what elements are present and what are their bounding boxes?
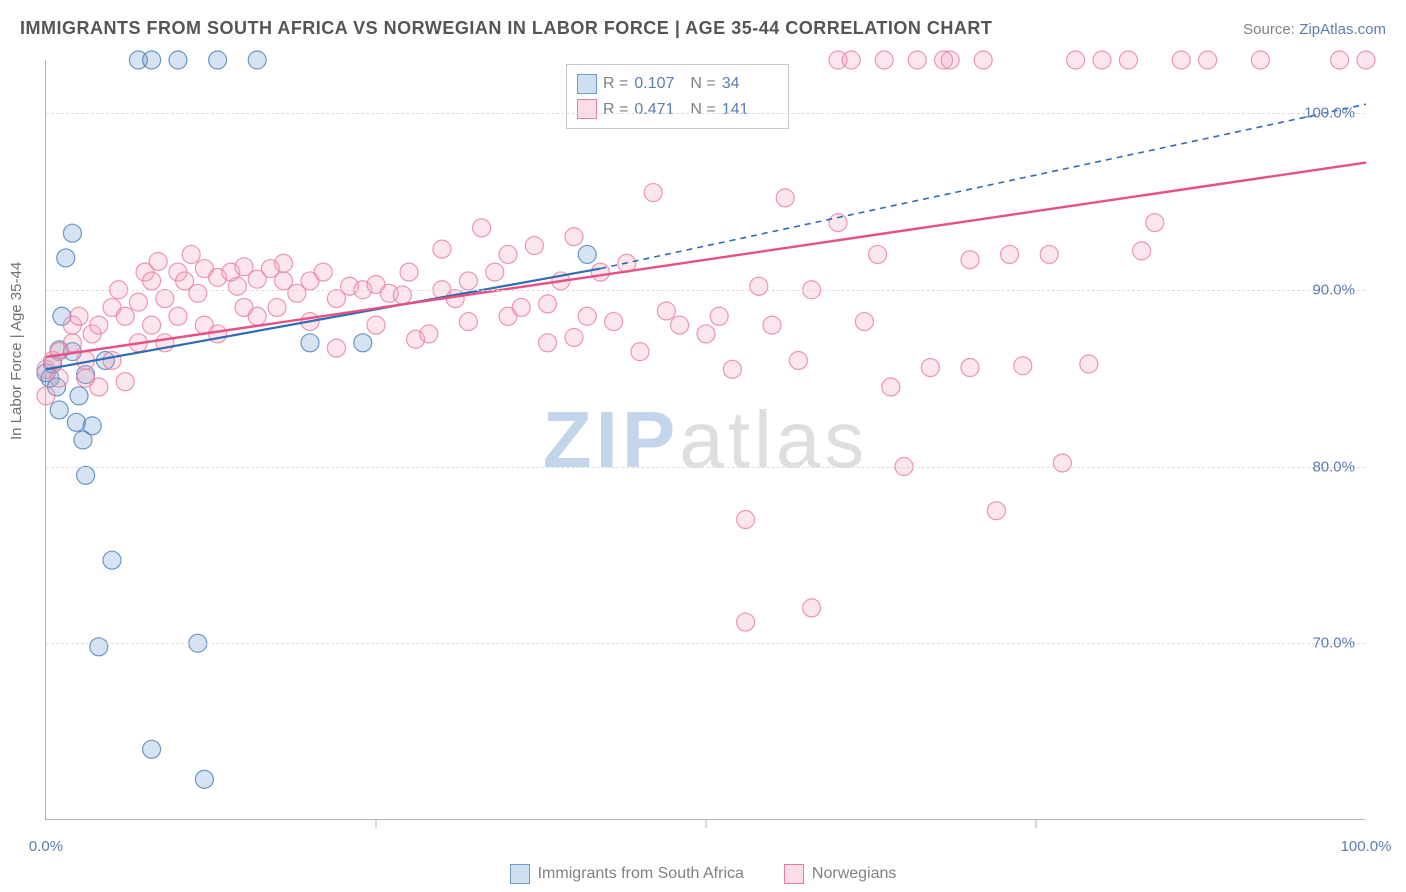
source-link[interactable]: ZipAtlas.com <box>1299 21 1386 38</box>
plot-svg <box>46 60 1365 819</box>
correlation-legend: R = 0.107 N = 34 R = 0.471 N = 141 <box>566 64 789 129</box>
legend-row-1: R = 0.471 N = 141 <box>577 97 772 123</box>
r-val-1: 0.471 <box>634 97 684 123</box>
n-label-0: N = <box>690 71 715 97</box>
legend-row-0: R = 0.107 N = 34 <box>577 71 772 97</box>
bottom-legend-item-0: Immigrants from South Africa <box>510 864 744 884</box>
n-val-0: 34 <box>722 71 772 97</box>
bottom-label-0: Immigrants from South Africa <box>538 865 744 883</box>
plot-area: ZIPatlas R = 0.107 N = 34 R = 0.471 N = … <box>45 60 1365 820</box>
y-axis-label: In Labor Force | Age 35-44 <box>8 262 25 440</box>
y-tick-label: 80.0% <box>1312 458 1355 475</box>
bottom-swatch-1 <box>784 864 804 884</box>
bottom-label-1: Norwegians <box>812 865 896 883</box>
bottom-legend: Immigrants from South Africa Norwegians <box>0 864 1406 884</box>
y-tick-label: 90.0% <box>1312 281 1355 298</box>
bottom-swatch-0 <box>510 864 530 884</box>
x-tick-label: 0.0% <box>29 838 63 855</box>
n-val-1: 141 <box>722 97 772 123</box>
r-label-0: R = <box>603 71 628 97</box>
legend-swatch-0 <box>577 74 597 94</box>
legend-swatch-1 <box>577 99 597 119</box>
source: Source: ZipAtlas.com <box>1243 21 1386 39</box>
x-tick-label: 100.0% <box>1341 838 1392 855</box>
title-bar: IMMIGRANTS FROM SOUTH AFRICA VS NORWEGIA… <box>20 18 1386 39</box>
chart-title: IMMIGRANTS FROM SOUTH AFRICA VS NORWEGIA… <box>20 18 992 39</box>
y-tick-label: 100.0% <box>1304 105 1355 122</box>
r-label-1: R = <box>603 97 628 123</box>
r-val-0: 0.107 <box>634 71 684 97</box>
bottom-legend-item-1: Norwegians <box>784 864 896 884</box>
y-tick-label: 70.0% <box>1312 635 1355 652</box>
n-label-1: N = <box>690 97 715 123</box>
source-label: Source: <box>1243 21 1295 38</box>
